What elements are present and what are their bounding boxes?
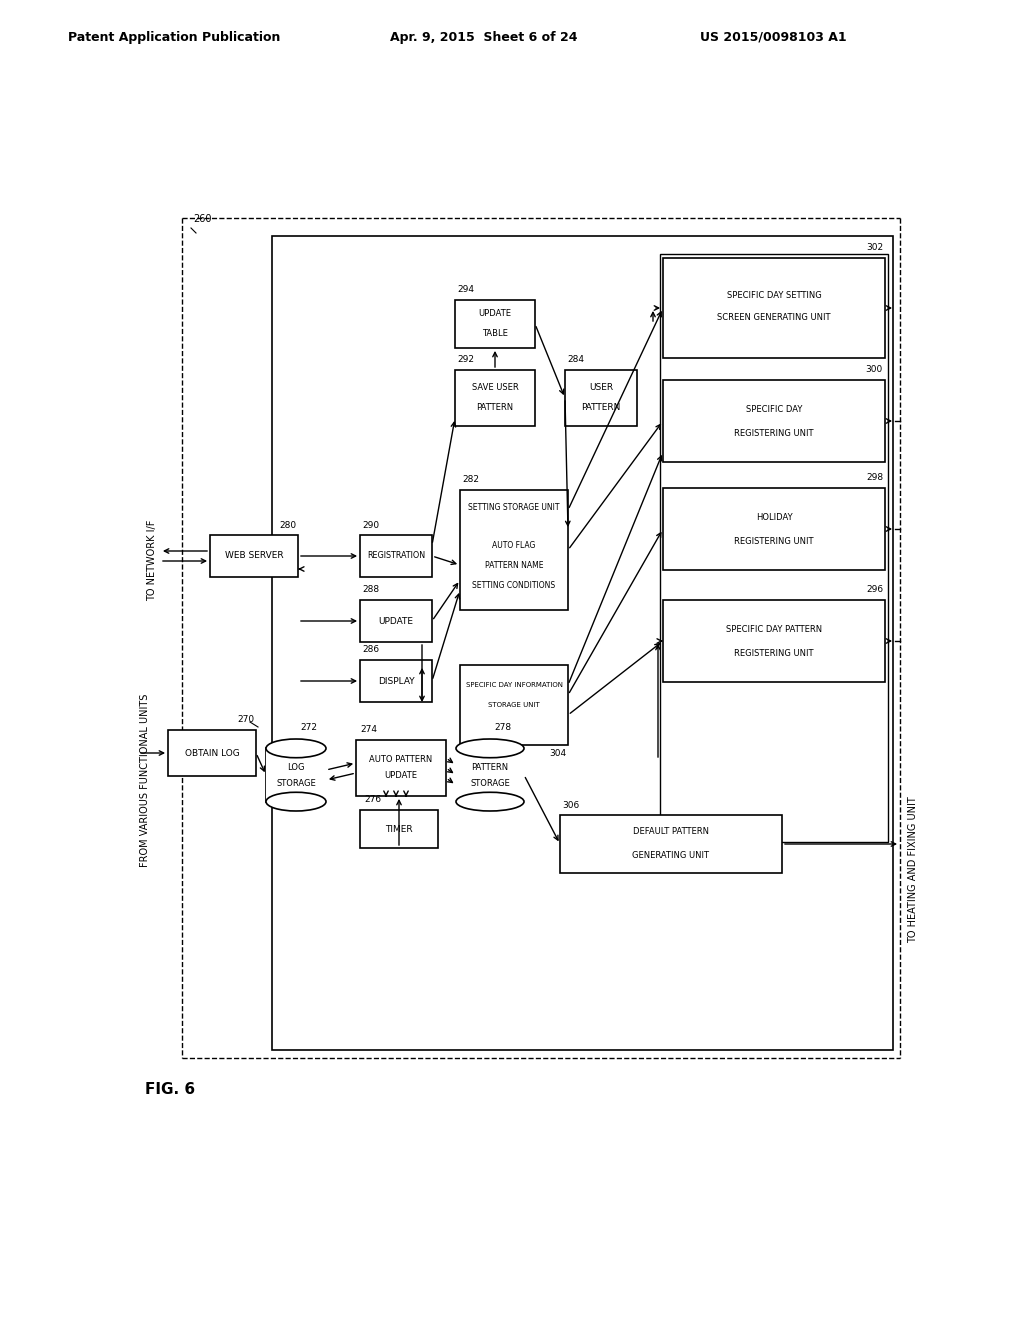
Text: 306: 306 (562, 800, 580, 809)
Ellipse shape (456, 792, 524, 810)
Text: 280: 280 (279, 520, 296, 529)
Text: 276: 276 (364, 796, 381, 804)
Text: DEFAULT PATTERN: DEFAULT PATTERN (633, 828, 709, 837)
Text: STORAGE: STORAGE (276, 779, 315, 788)
Text: DISPLAY: DISPLAY (378, 676, 415, 685)
Text: Patent Application Publication: Patent Application Publication (68, 30, 281, 44)
Text: 274: 274 (360, 726, 377, 734)
Text: 296: 296 (866, 586, 883, 594)
Text: SPECIFIC DAY PATTERN: SPECIFIC DAY PATTERN (726, 624, 822, 634)
Text: FROM VARIOUS FUNCTIONAL UNITS: FROM VARIOUS FUNCTIONAL UNITS (140, 693, 150, 867)
Text: UPDATE: UPDATE (379, 616, 414, 626)
Bar (660, 253, 888, 842)
Bar (460, 490, 568, 610)
Text: PATTERN NAME: PATTERN NAME (484, 561, 544, 569)
Ellipse shape (266, 739, 326, 758)
Text: REGISTERING UNIT: REGISTERING UNIT (734, 648, 814, 657)
Text: 290: 290 (362, 520, 379, 529)
Text: Apr. 9, 2015  Sheet 6 of 24: Apr. 9, 2015 Sheet 6 of 24 (390, 30, 578, 44)
Bar (360, 660, 432, 702)
Ellipse shape (266, 792, 326, 810)
Text: REGISTRATION: REGISTRATION (367, 552, 425, 561)
Text: STORAGE UNIT: STORAGE UNIT (488, 702, 540, 708)
Text: SAVE USER: SAVE USER (472, 384, 518, 392)
Bar (663, 257, 885, 358)
Bar (456, 748, 524, 801)
Bar (460, 665, 568, 744)
Text: HOLIDAY: HOLIDAY (756, 512, 793, 521)
Ellipse shape (456, 739, 524, 758)
Text: 304: 304 (549, 748, 566, 758)
Text: TO HEATING AND FIXING UNIT: TO HEATING AND FIXING UNIT (908, 797, 918, 944)
Text: 278: 278 (494, 722, 511, 731)
Text: 270: 270 (237, 715, 254, 725)
Text: TO NETWORK I/F: TO NETWORK I/F (147, 519, 157, 601)
Text: STORAGE: STORAGE (470, 779, 510, 788)
Text: AUTO FLAG: AUTO FLAG (493, 540, 536, 549)
Text: 300: 300 (865, 366, 883, 375)
Text: SETTING CONDITIONS: SETTING CONDITIONS (472, 581, 556, 590)
Text: US 2015/0098103 A1: US 2015/0098103 A1 (700, 30, 847, 44)
Bar (168, 730, 256, 776)
Bar (360, 601, 432, 642)
Text: 288: 288 (362, 586, 379, 594)
Text: TABLE: TABLE (482, 330, 508, 338)
Text: 284: 284 (567, 355, 584, 364)
Text: SPECIFIC DAY: SPECIFIC DAY (745, 404, 802, 413)
Bar (560, 814, 782, 873)
Bar (663, 601, 885, 682)
Bar (663, 380, 885, 462)
Text: 272: 272 (300, 722, 317, 731)
Text: FIG. 6: FIG. 6 (145, 1082, 196, 1097)
Text: USER: USER (589, 384, 613, 392)
Text: SCREEN GENERATING UNIT: SCREEN GENERATING UNIT (717, 314, 830, 322)
Text: GENERATING UNIT: GENERATING UNIT (633, 851, 710, 861)
Bar (663, 488, 885, 570)
Text: PATTERN: PATTERN (471, 763, 509, 771)
Text: WEB SERVER: WEB SERVER (224, 552, 284, 561)
Text: UPDATE: UPDATE (478, 309, 512, 318)
Bar (360, 535, 432, 577)
Bar (565, 370, 637, 426)
Bar (266, 748, 326, 801)
Text: AUTO PATTERN: AUTO PATTERN (370, 755, 432, 764)
Text: OBTAIN LOG: OBTAIN LOG (184, 748, 240, 758)
Text: SETTING STORAGE UNIT: SETTING STORAGE UNIT (468, 503, 560, 512)
Bar (272, 236, 893, 1049)
Text: UPDATE: UPDATE (384, 771, 418, 780)
Bar (356, 741, 446, 796)
Bar (210, 535, 298, 577)
Text: TIMER: TIMER (385, 825, 413, 833)
Text: 294: 294 (457, 285, 474, 294)
Bar (455, 370, 535, 426)
Text: SPECIFIC DAY SETTING: SPECIFIC DAY SETTING (727, 292, 821, 301)
Text: SPECIFIC DAY INFORMATION: SPECIFIC DAY INFORMATION (466, 682, 562, 688)
Text: REGISTERING UNIT: REGISTERING UNIT (734, 536, 814, 545)
Text: LOG: LOG (288, 763, 305, 771)
Text: 282: 282 (462, 475, 479, 484)
Bar (455, 300, 535, 348)
Text: 286: 286 (362, 645, 379, 655)
Text: 260: 260 (193, 214, 212, 224)
Text: 292: 292 (457, 355, 474, 364)
Bar (360, 810, 438, 847)
Text: 298: 298 (866, 474, 883, 483)
Text: REGISTERING UNIT: REGISTERING UNIT (734, 429, 814, 437)
Text: PATTERN: PATTERN (582, 404, 621, 412)
Text: 302: 302 (866, 243, 883, 252)
Text: PATTERN: PATTERN (476, 404, 514, 412)
